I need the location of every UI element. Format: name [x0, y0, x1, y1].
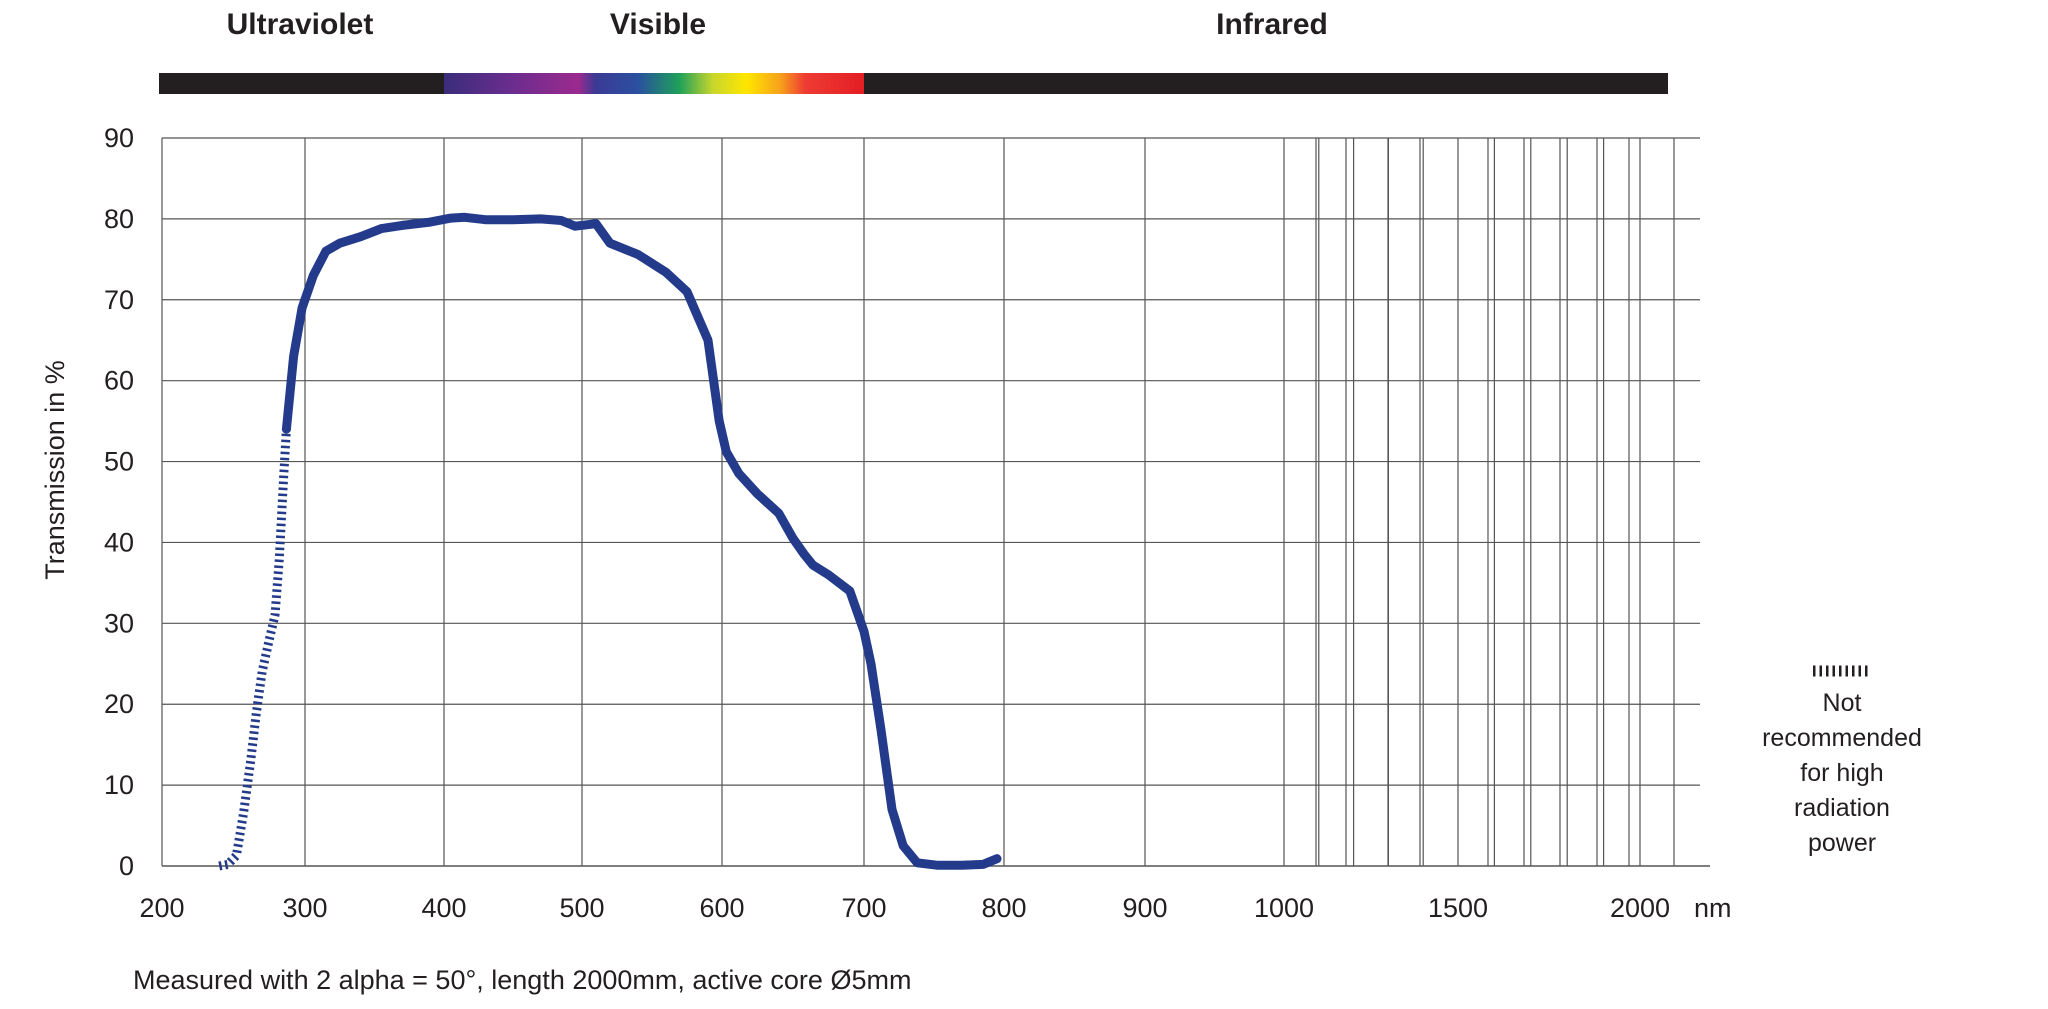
legend-line-4: radiation — [1794, 794, 1890, 822]
y-tick-label: 30 — [104, 608, 134, 638]
x-tick-label: 700 — [841, 893, 886, 923]
x-tick-label: 600 — [699, 893, 744, 923]
legend-line-2: recommended — [1762, 724, 1922, 752]
y-tick-label: 90 — [104, 123, 134, 153]
x-tick-label: 900 — [1122, 893, 1167, 923]
x-axis-ticks: 200 300 400 500 600 700 800 900 1000 1500 2000 — [139, 893, 1670, 923]
x-tick-label: 1000 — [1254, 893, 1314, 923]
y-axis-title: Transmission in % — [40, 360, 70, 580]
legend-line-3: for high — [1800, 759, 1883, 787]
band-label-ultraviolet: Ultraviolet — [227, 8, 374, 41]
x-tick-label: 200 — [139, 893, 184, 923]
y-tick-label: 70 — [104, 285, 134, 315]
band-label-visible: Visible — [610, 8, 706, 41]
y-tick-label: 60 — [104, 366, 134, 396]
y-axis-ticks: 0 10 20 30 40 50 60 70 80 90 — [104, 123, 134, 881]
band-segment-infrared — [864, 73, 1668, 94]
legend: Not recommended for high radiation power — [1762, 665, 1922, 857]
transmission-curve — [281, 212, 1002, 870]
y-tick-label: 20 — [104, 689, 134, 719]
x-axis-unit: nm — [1694, 893, 1732, 923]
x-tick-label: 800 — [981, 893, 1026, 923]
x-tick-label: 300 — [282, 893, 327, 923]
spectral-band-labels: Ultraviolet Visible Infrared — [227, 8, 1328, 41]
band-segment-visible — [444, 73, 864, 94]
legend-line-5: power — [1808, 829, 1876, 857]
band-segment-ultraviolet — [159, 73, 444, 94]
y-tick-label: 80 — [104, 204, 134, 234]
measurement-footnote: Measured with 2 alpha = 50°, length 2000… — [133, 965, 911, 995]
y-tick-label: 10 — [104, 770, 134, 800]
y-tick-label: 0 — [119, 851, 134, 881]
chart-grid — [161, 137, 1710, 867]
x-tick-label: 500 — [559, 893, 604, 923]
spectral-band-bar — [159, 73, 1668, 94]
band-label-infrared: Infrared — [1216, 8, 1328, 41]
legend-line-1: Not — [1823, 689, 1862, 717]
data-series — [218, 212, 1002, 871]
transmission-curve-not-recommended — [218, 428, 291, 871]
y-tick-label: 50 — [104, 447, 134, 477]
y-tick-label: 40 — [104, 527, 134, 557]
x-tick-label: 1500 — [1428, 893, 1488, 923]
x-tick-label: 2000 — [1610, 893, 1670, 923]
x-tick-label: 400 — [421, 893, 466, 923]
